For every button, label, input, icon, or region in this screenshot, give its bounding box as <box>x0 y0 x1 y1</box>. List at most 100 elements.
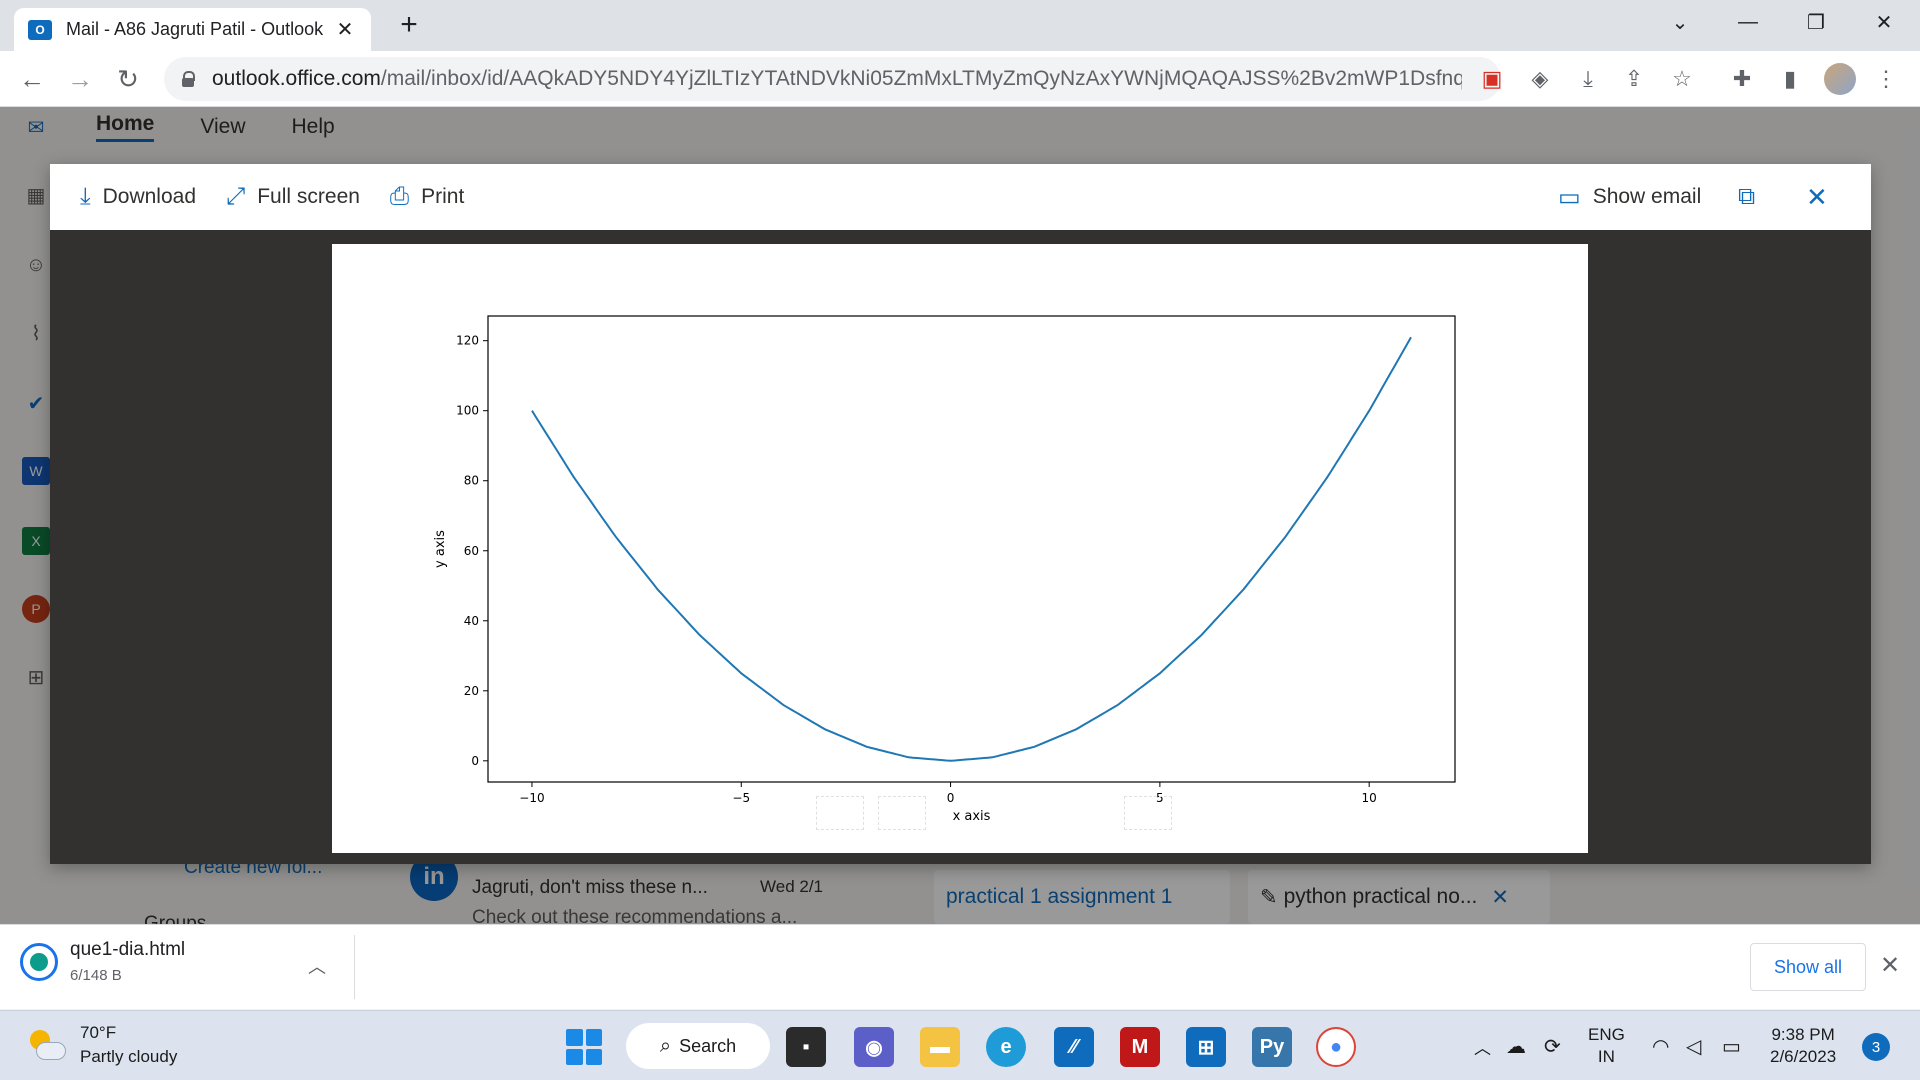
start-logo-tile <box>585 1048 602 1065</box>
chrome-icon[interactable]: ● <box>1316 1027 1356 1067</box>
restore-button[interactable]: ❐ <box>1807 11 1825 34</box>
attachment-chip-1[interactable]: practical 1 assignment 1 <box>934 870 1230 924</box>
calendar-icon[interactable]: ▦ <box>26 184 46 207</box>
forward-button[interactable]: → <box>67 63 93 94</box>
todo-icon[interactable]: ✔ <box>27 392 45 415</box>
battery-icon[interactable]: ▭ <box>1722 1035 1741 1058</box>
x-axis-label: x axis <box>953 809 991 824</box>
keyboard-region: IN <box>1597 1047 1615 1066</box>
message-subject[interactable]: Jagruti, don't miss these n... <box>472 877 708 898</box>
y-tick-label: 60 <box>464 544 479 558</box>
print-button[interactable]: ⎙ Print <box>390 183 464 211</box>
download-label: Download <box>102 185 197 208</box>
x-tick-label: 5 <box>1156 791 1164 805</box>
windows-taskbar: 70°F Partly cloudy ⌕ Search ▪ ◉ ▬ e ⁄⁄ M… <box>0 1010 1920 1080</box>
extensions-puzzle-icon[interactable]: ✚ <box>1732 66 1752 91</box>
attachment-icon[interactable]: ⌇ <box>31 322 41 345</box>
plot-frame <box>487 315 1456 783</box>
excel-icon[interactable]: X <box>22 527 50 555</box>
word-icon[interactable]: W <box>22 457 50 485</box>
start-button[interactable] <box>566 1029 602 1065</box>
language-code: ENG <box>1588 1025 1625 1044</box>
download-item[interactable]: que1-dia.html 6/148 B <box>20 939 185 984</box>
clock[interactable]: 9:38 PM 2/6/2023 <box>1770 1011 1836 1080</box>
attachment-viewer: ⤓ Download ⤢ Full screen ⎙ Print ▭ Show … <box>50 164 1871 864</box>
app-icon[interactable]: ⁄⁄ <box>1054 1027 1094 1067</box>
tab-close-icon[interactable]: ✕ <box>336 19 354 41</box>
address-bar[interactable]: outlook.office.com/mail/inbox/id/AAQkADY… <box>164 57 1501 101</box>
install-app-icon[interactable]: ⤓ <box>1583 66 1593 91</box>
close-viewer-icon[interactable]: ✕ <box>1806 181 1828 212</box>
browser-tabstrip: O Mail - A86 Jagruti Patil - Outlook ✕ +… <box>0 0 1920 51</box>
clock-date: 2/6/2023 <box>1770 1047 1837 1066</box>
edge-file-icon <box>20 942 58 981</box>
chrome-menu-icon[interactable]: ⋮ <box>1875 66 1897 91</box>
weather-widget[interactable]: 70°F Partly cloudy <box>28 1023 177 1067</box>
sync-icon[interactable]: ⟳ <box>1544 1035 1561 1058</box>
mcafee-icon[interactable]: M <box>1120 1027 1160 1067</box>
task-view-icon[interactable]: ▪ <box>786 1027 826 1067</box>
show-hidden-icons-chevron[interactable]: ︿ <box>1474 1038 1491 1058</box>
bookmark-star-icon[interactable]: ☆ <box>1672 66 1692 91</box>
teams-icon[interactable]: ◉ <box>854 1027 894 1067</box>
x-tick-label: 10 <box>1362 791 1377 805</box>
profile-avatar[interactable] <box>1824 63 1856 95</box>
side-panel-icon[interactable]: ▮ <box>1783 66 1797 91</box>
back-button[interactable]: ← <box>19 63 45 94</box>
ribbon-tab-view[interactable]: View <box>200 115 246 138</box>
printer-icon: ⎙ <box>389 183 410 210</box>
share-icon[interactable]: ⇪ <box>1624 66 1644 91</box>
language-indicator[interactable]: ENG IN <box>1588 1011 1625 1080</box>
edit-pencil-icon: ✎ <box>1260 885 1278 909</box>
new-tab-button[interactable]: + <box>400 8 418 41</box>
more-apps-icon[interactable]: ⊞ <box>27 666 45 689</box>
wifi-icon[interactable]: ◠ <box>1652 1035 1670 1058</box>
download-button[interactable]: ⤓ Download <box>80 183 196 211</box>
attachment-chip-2[interactable]: ✎ python practical no... ✕ <box>1248 870 1550 924</box>
ghost-thumbnail <box>878 796 926 830</box>
powerpoint-icon[interactable]: P <box>22 595 50 623</box>
file-explorer-icon[interactable]: ▬ <box>920 1027 960 1067</box>
taskbar-search[interactable]: ⌕ Search <box>626 1023 770 1069</box>
tab-search-chevron-icon[interactable]: ⌄ <box>1671 11 1689 34</box>
edge-icon[interactable]: e <box>986 1027 1026 1067</box>
close-window-button[interactable]: ✕ <box>1875 11 1893 34</box>
people-icon[interactable]: ☺ <box>25 253 47 276</box>
show-email-button[interactable]: ▭ Show email <box>1558 164 1701 230</box>
minimize-button[interactable]: — <box>1738 10 1758 33</box>
show-all-button[interactable]: Show all <box>1750 943 1866 991</box>
fullscreen-button[interactable]: ⤢ Full screen <box>226 183 360 211</box>
viewer-toolbar: ⤓ Download ⤢ Full screen ⎙ Print ▭ Show … <box>50 164 1871 230</box>
y-tick-label: 0 <box>471 754 479 768</box>
mail-icon[interactable]: ✉ <box>27 116 45 139</box>
microsoft-store-icon[interactable]: ⊞ <box>1186 1027 1226 1067</box>
lock-icon[interactable] <box>182 71 196 87</box>
url-text[interactable]: outlook.office.com/mail/inbox/id/AAQkADY… <box>212 67 1462 90</box>
download-icon: ⤓ <box>80 183 91 210</box>
attachment-chip-2-close-icon[interactable]: ✕ <box>1491 885 1509 909</box>
ghost-thumbnail <box>816 796 864 830</box>
ribbon-tab-home[interactable]: Home <box>96 112 155 142</box>
popup-blocked-icon[interactable]: ▣ <box>1481 66 1503 91</box>
open-in-new-window-icon[interactable]: ⧉ <box>1738 183 1756 210</box>
start-logo-tile <box>585 1029 602 1046</box>
onedrive-icon[interactable]: ☁ <box>1506 1035 1526 1058</box>
clock-time: 9:38 PM <box>1771 1025 1835 1044</box>
message-preview[interactable]: Check out these recommendations a... <box>472 907 798 928</box>
chart-image: −10 −5 0 5 10 0 20 40 60 80 100 120 x axis y axis <box>332 244 1588 853</box>
python-icon[interactable]: Py <box>1252 1027 1292 1067</box>
x-tick-label: −5 <box>732 791 750 805</box>
close-download-bar-icon[interactable]: ✕ <box>1880 952 1901 979</box>
extension-icon[interactable]: ◈ <box>1531 66 1549 91</box>
tab-title: Mail - A86 Jagruti Patil - Outlook <box>66 19 324 39</box>
series-line <box>531 336 1412 762</box>
expand-icon: ⤢ <box>226 183 246 210</box>
download-options-chevron-icon[interactable]: ︿ <box>308 957 326 977</box>
divider <box>354 935 355 999</box>
notification-badge[interactable]: 3 <box>1862 1033 1890 1061</box>
reload-button[interactable]: ↻ <box>117 63 139 94</box>
y-tick-label: 120 <box>456 334 479 348</box>
browser-tab-outlook[interactable]: O Mail - A86 Jagruti Patil - Outlook ✕ <box>14 8 371 51</box>
ribbon-tab-help[interactable]: Help <box>291 115 335 138</box>
volume-icon[interactable]: ◁ <box>1686 1035 1702 1058</box>
